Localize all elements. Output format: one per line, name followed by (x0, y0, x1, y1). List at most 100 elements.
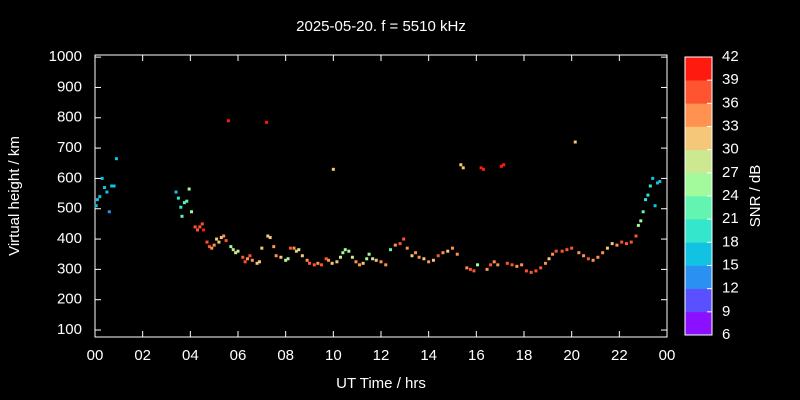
data-point (257, 260, 261, 264)
data-point (596, 255, 600, 259)
data-point (393, 243, 397, 247)
data-point (410, 254, 414, 258)
colorbar-tick-label: 6 (722, 326, 730, 343)
data-point (182, 201, 186, 205)
data-point (327, 258, 331, 262)
colorbar-band (685, 80, 712, 104)
data-point (288, 246, 292, 250)
data-point (371, 257, 375, 261)
x-tick-label: 04 (182, 347, 199, 364)
data-point (417, 255, 421, 259)
data-point (297, 248, 301, 252)
data-point (222, 234, 226, 238)
data-point (489, 263, 493, 267)
data-point (398, 242, 402, 246)
colorbar-label: SNR / dB (747, 165, 764, 228)
data-point (347, 249, 351, 253)
data-point (610, 242, 614, 246)
data-point (646, 193, 650, 197)
data-point (305, 258, 309, 262)
data-point (655, 181, 659, 185)
data-point (103, 186, 107, 190)
data-point (268, 236, 272, 240)
data-point (365, 257, 369, 261)
colorbar-tick-label: 18 (722, 233, 739, 250)
data-point (570, 246, 574, 250)
data-point (195, 228, 199, 232)
data-point (354, 260, 358, 264)
colorbar-band (685, 311, 712, 336)
x-tick-label: 06 (230, 347, 247, 364)
data-point (174, 190, 178, 194)
data-point (367, 252, 371, 256)
colorbar-tick-label: 33 (722, 117, 739, 134)
data-point (341, 251, 345, 255)
colorbar-tick-label: 42 (722, 48, 739, 65)
data-point (577, 251, 581, 255)
data-point (331, 167, 335, 171)
data-point (560, 249, 564, 253)
data-point (529, 270, 533, 274)
data-point (324, 257, 328, 261)
colorbar-tick-label: 12 (722, 280, 739, 297)
colorbar-band (685, 103, 712, 127)
data-point (219, 236, 223, 240)
data-point (510, 263, 514, 267)
y-tick-label: 800 (57, 109, 82, 126)
data-point (573, 140, 577, 144)
y-tick-label: 300 (57, 260, 82, 277)
data-point (236, 249, 240, 253)
data-point (547, 257, 551, 261)
data-point (319, 263, 323, 267)
data-point (107, 210, 111, 214)
data-point (539, 266, 543, 270)
data-point (389, 248, 393, 252)
data-point (636, 223, 640, 227)
data-point (565, 248, 569, 252)
data-point (279, 255, 283, 259)
data-point (205, 240, 209, 244)
data-point (624, 242, 628, 246)
x-tick-label: 14 (420, 347, 437, 364)
data-point (502, 163, 506, 167)
data-point (201, 228, 205, 232)
x-axis-label: UT Time / hrs (336, 375, 426, 392)
colorbar-band (685, 242, 712, 266)
data-point (658, 179, 662, 183)
data-point (455, 252, 459, 256)
data-point (468, 267, 472, 271)
colorbar-band (685, 288, 712, 313)
data-point (98, 195, 102, 199)
data-point (515, 264, 519, 268)
data-point (266, 234, 270, 238)
data-point (451, 246, 454, 250)
data-point (459, 163, 463, 167)
data-point (292, 246, 296, 250)
colorbar-band (685, 149, 712, 174)
colorbar-tick-label: 21 (722, 210, 739, 227)
colorbar-band (685, 265, 712, 289)
y-tick-label: 100 (57, 321, 82, 338)
data-point (100, 176, 104, 180)
data-point (250, 258, 254, 262)
y-tick-label: 400 (57, 230, 82, 247)
chart-title: 2025-05-20. f = 5510 kHz (296, 18, 466, 35)
data-point (402, 237, 406, 241)
data-point (308, 261, 311, 265)
data-point (179, 205, 183, 209)
data-point (485, 267, 489, 271)
data-point (446, 249, 450, 253)
colorbar-tick-label: 15 (722, 256, 739, 273)
data-point (243, 260, 247, 264)
data-point (215, 237, 219, 241)
data-point (534, 269, 538, 273)
data-point (461, 166, 465, 170)
colorbar-tick-label: 36 (722, 94, 739, 111)
data-point (639, 219, 643, 223)
data-point (651, 176, 655, 180)
data-point (479, 166, 483, 170)
data-point (441, 251, 445, 255)
data-point (294, 249, 298, 253)
